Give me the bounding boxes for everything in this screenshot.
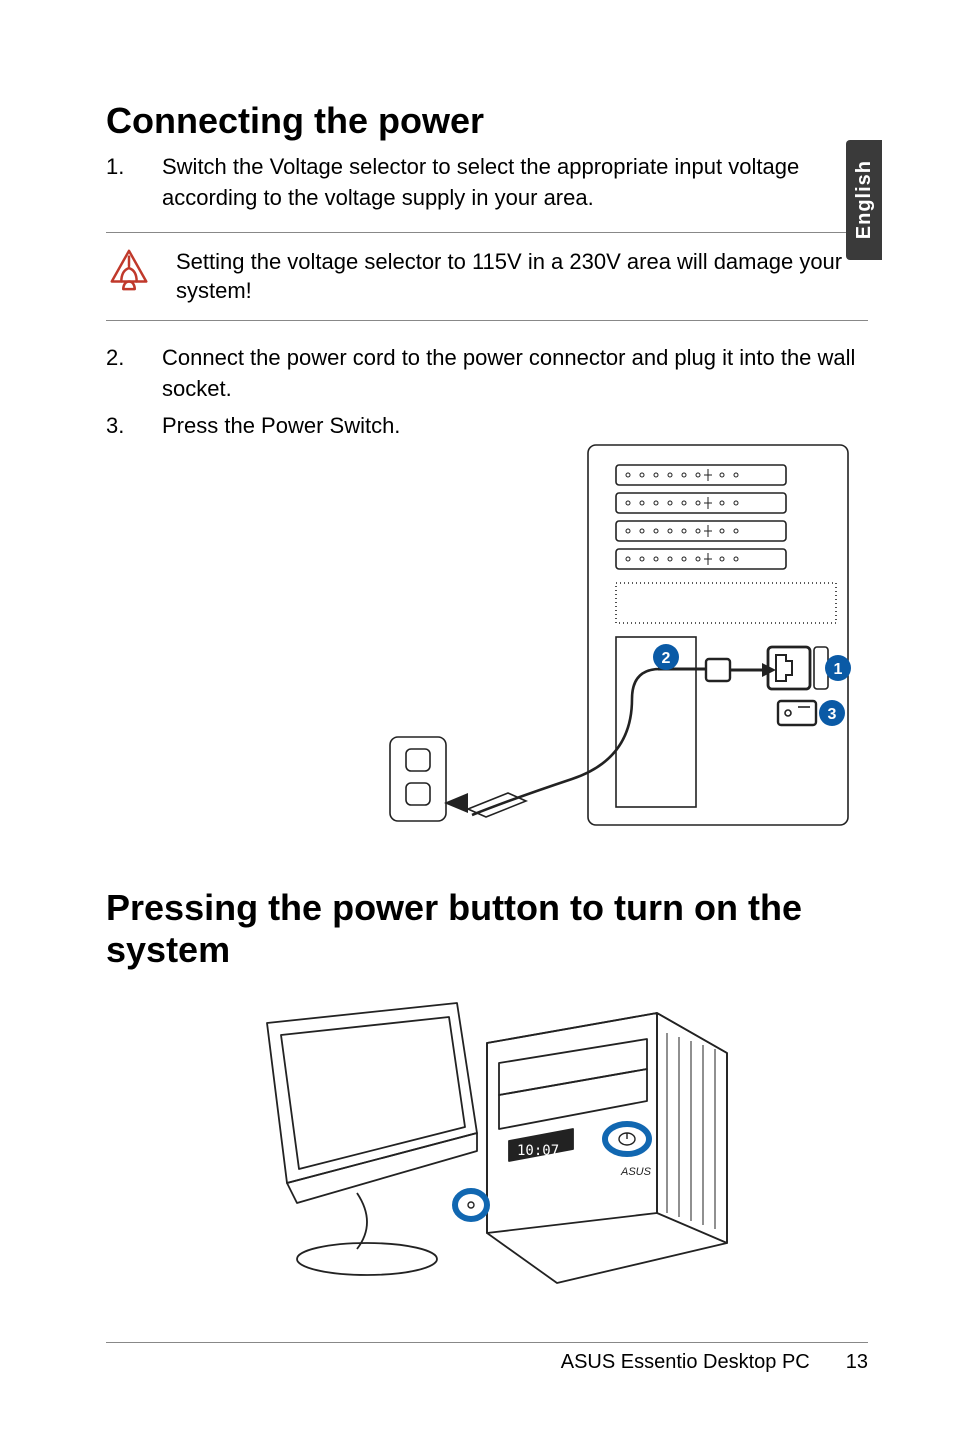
step-1: 1. Switch the Voltage selector to select…: [106, 152, 868, 214]
power-connection-figure: 1 2 3: [106, 437, 868, 857]
footer-page-number: 13: [846, 1351, 868, 1374]
step-number: 1.: [106, 152, 162, 214]
monitor-tower-illustration: ASUS 10:07: [227, 983, 747, 1303]
steps-list-b: 2. Connect the power cord to the power c…: [106, 343, 868, 441]
tower-back-illustration: 1 2 3: [328, 437, 868, 857]
page-footer: ASUS Essentio Desktop PC 13: [106, 1342, 868, 1374]
page-root: English Connecting the power 1. Switch t…: [0, 0, 954, 1438]
step-number: 2.: [106, 343, 162, 405]
warning-text: Setting the voltage selector to 115V in …: [176, 247, 868, 306]
language-tab: English: [846, 140, 882, 260]
warning-note: Setting the voltage selector to 115V in …: [106, 232, 868, 321]
steps-list-a: 1. Switch the Voltage selector to select…: [106, 152, 868, 214]
heading-connecting-power: Connecting the power: [106, 100, 868, 142]
footer-product: ASUS Essentio Desktop PC: [561, 1351, 810, 1374]
step-2: 2. Connect the power cord to the power c…: [106, 343, 868, 405]
callout-1: 1: [834, 661, 843, 678]
language-tab-label: English: [853, 160, 876, 239]
warning-hand-icon: [106, 247, 152, 293]
callout-3: 3: [828, 706, 837, 723]
press-power-figure: ASUS 10:07: [106, 983, 868, 1303]
brand-label: ASUS: [620, 1166, 652, 1178]
step-text: Connect the power cord to the power conn…: [162, 343, 868, 405]
callout-2: 2: [662, 650, 671, 667]
front-display-text: 10:07: [517, 1143, 559, 1159]
step-text: Switch the Voltage selector to select th…: [162, 152, 868, 214]
heading-pressing-power: Pressing the power button to turn on the…: [106, 887, 868, 971]
